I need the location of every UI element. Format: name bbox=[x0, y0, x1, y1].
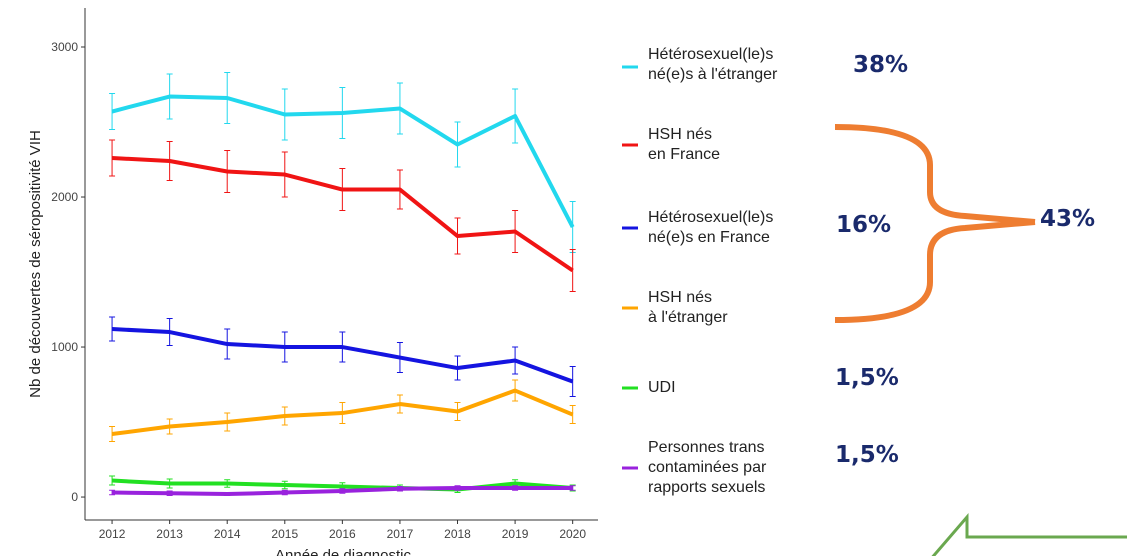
legend-label: Personnes trans contaminées par rapports… bbox=[648, 439, 767, 496]
series-line bbox=[111, 327, 574, 384]
error-bar bbox=[569, 249, 576, 293]
arrow bbox=[931, 512, 1127, 556]
series-line bbox=[111, 388, 574, 437]
y-tick-label: 3000 bbox=[51, 40, 78, 54]
annotation: 1,5% bbox=[835, 442, 899, 468]
annotation: 16% bbox=[836, 212, 892, 238]
annotation: 38% bbox=[853, 52, 909, 78]
series-line bbox=[111, 478, 573, 492]
legend-label: HSH nés à l'étranger bbox=[648, 289, 728, 326]
y-axis-title: Nb de découvertes de séropositivité VIH bbox=[27, 130, 44, 398]
y-tick-label: 1000 bbox=[51, 340, 78, 354]
x-tick-label: 2013 bbox=[156, 527, 183, 541]
x-tick-label: 2014 bbox=[214, 527, 241, 541]
y-tick-label: 0 bbox=[71, 490, 78, 504]
legend-label: Hétérosexuel(le)s né(e)s à l'étranger bbox=[648, 46, 778, 83]
legend-label: UDI bbox=[648, 379, 676, 396]
annotation: 1,5% bbox=[835, 365, 899, 391]
error-bar bbox=[569, 405, 576, 425]
bracket bbox=[834, 124, 1036, 323]
x-tick-label: 2020 bbox=[559, 527, 586, 541]
series-line bbox=[111, 94, 575, 228]
x-tick-label: 2016 bbox=[329, 527, 356, 541]
x-tick-label: 2019 bbox=[502, 527, 529, 541]
legend-label: HSH nés en France bbox=[648, 126, 721, 163]
error-bar bbox=[569, 366, 576, 398]
x-tick-label: 2015 bbox=[271, 527, 298, 541]
y-tick-label: 2000 bbox=[51, 190, 78, 204]
legend-label: Hétérosexuel(le)s né(e)s en France bbox=[648, 209, 774, 246]
x-tick-label: 2018 bbox=[444, 527, 471, 541]
x-axis-title: Année de diagnostic bbox=[275, 547, 411, 556]
series-line bbox=[112, 486, 573, 497]
error-bar bbox=[569, 485, 576, 491]
annotation: 43% bbox=[1040, 206, 1096, 232]
series-line bbox=[111, 156, 574, 273]
x-tick-label: 2012 bbox=[99, 527, 126, 541]
x-tick-label: 2017 bbox=[387, 527, 414, 541]
